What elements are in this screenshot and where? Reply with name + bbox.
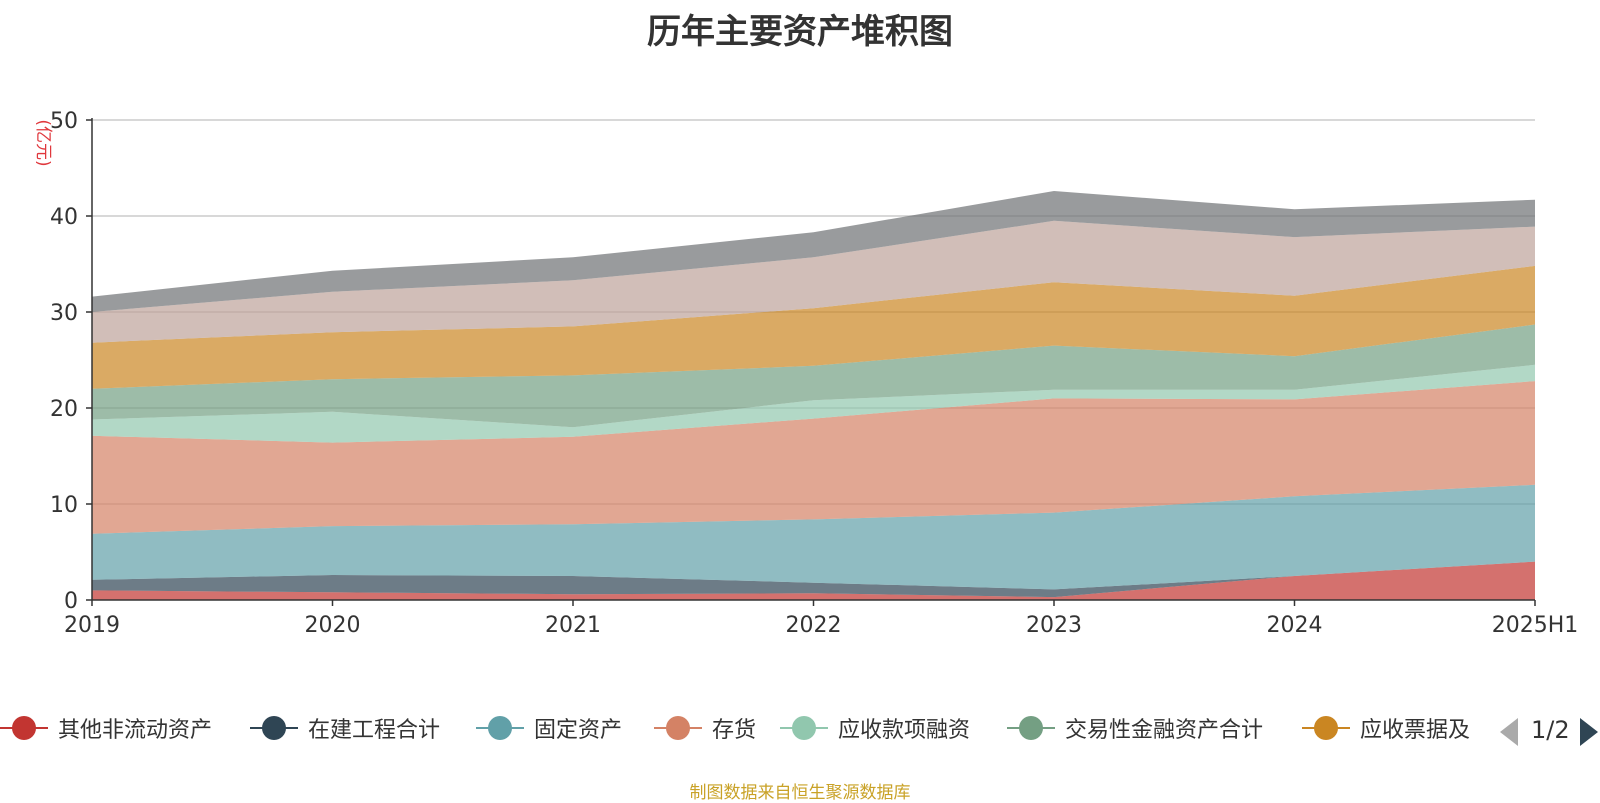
- x-tick-label: 2022: [786, 613, 842, 638]
- legend-item[interactable]: 应收款项融资: [780, 708, 970, 748]
- area-series-3: [92, 381, 1535, 534]
- x-tick-label: 2025H1: [1492, 613, 1579, 638]
- x-tick-labels: 2019 2020 2021 2022 2023 2024 2025H1: [64, 600, 1578, 638]
- legend-label: 在建工程合计: [308, 718, 441, 743]
- y-tick-label: 50: [50, 109, 78, 134]
- legend-label: 其他非流动资产: [58, 718, 213, 743]
- y-tick-label: 20: [50, 397, 78, 422]
- x-tick-label: 2023: [1026, 613, 1082, 638]
- y-tick-label: 0: [64, 589, 78, 614]
- stacked-area-chart: 0 10 20 30 40 50 2019 2020 2021 2022 2023 2024 2025…: [33, 109, 1578, 638]
- x-tick-label: 2021: [545, 613, 601, 638]
- source-note: 制图数据来自恒生聚源数据库: [689, 783, 911, 803]
- area-series-6: [92, 265, 1535, 389]
- legend-item[interactable]: 在建工程合计: [250, 708, 440, 748]
- y-tick-label: 10: [50, 493, 78, 518]
- legend-item[interactable]: 存货: [654, 708, 756, 748]
- chart-title: 历年主要资产堆积图: [647, 12, 953, 52]
- legend-marker-icon: [654, 708, 702, 748]
- legend-item[interactable]: 应收票据及: [1302, 708, 1470, 748]
- area-series-7: [92, 220, 1535, 343]
- x-tick-label: 2020: [305, 613, 361, 638]
- area-series-1: [92, 561, 1535, 598]
- legend-item[interactable]: 交易性金融资产合计: [1007, 708, 1263, 748]
- area-series: [92, 191, 1535, 600]
- legend-page-indicator: 1/2: [1531, 716, 1570, 744]
- x-tick-label: 2024: [1267, 613, 1323, 638]
- area-series-8: [92, 191, 1535, 312]
- y-tick-labels: 0 10 20 30 40 50: [50, 109, 78, 614]
- legend-label: 应收票据及: [1360, 718, 1471, 743]
- legend-marker-icon: [250, 708, 298, 748]
- legend-label: 交易性金融资产合计: [1065, 718, 1264, 743]
- legend-label: 存货: [712, 718, 757, 743]
- legend-label: 固定资产: [534, 718, 623, 743]
- legend-marker-icon: [1302, 708, 1350, 748]
- legend-marker-icon: [780, 708, 828, 748]
- legend-item[interactable]: 其他非流动资产: [0, 708, 212, 748]
- legend-marker-icon: [1007, 708, 1055, 748]
- legend-marker-icon: [0, 708, 48, 748]
- legend-prev-page-icon[interactable]: [1500, 718, 1518, 746]
- area-series-5: [92, 324, 1535, 428]
- area-series-2: [92, 484, 1535, 590]
- legend-item[interactable]: 固定资产: [476, 708, 622, 748]
- x-tick-label: 2019: [64, 613, 120, 638]
- y-tick-label: 40: [50, 205, 78, 230]
- legend-marker-icon: [476, 708, 524, 748]
- y-tick-label: 30: [50, 301, 78, 326]
- area-series-0: [92, 561, 1535, 600]
- legend-next-page-icon[interactable]: [1580, 718, 1598, 746]
- legend-label: 应收款项融资: [838, 718, 971, 743]
- legend: 其他非流动资产 在建工程合计 固定资产 存货 应收款项融资 交易性金融资产合计 应收票据及: [0, 708, 1600, 748]
- area-series-4: [92, 364, 1535, 443]
- y-axis-unit-label: (亿元): [33, 119, 53, 166]
